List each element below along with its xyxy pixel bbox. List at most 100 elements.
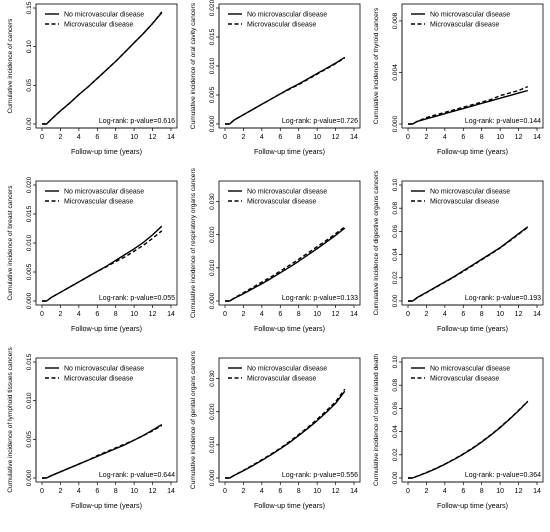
x-tick-label: 8 (297, 488, 301, 495)
legend-label-microvascular: Microvascular disease (247, 199, 316, 206)
y-axis-label: Cumulative incidence of cancer related d… (373, 354, 380, 486)
legend-label-microvascular: Microvascular disease (64, 199, 133, 206)
series-line-microvascular (225, 226, 346, 302)
chart-panel: 0 2 4 6 8 10 12 14 Follow-up time (years) 0.000 0.… (0, 176, 183, 354)
log-rank-annotation: Log-rank: p-value=0.133 (282, 295, 358, 302)
chart-panel: 0 2 4 6 8 10 12 14 Follow-up time (years) 0.000 0.… (366, 0, 549, 177)
legend-label-microvascular: Microvascular disease (247, 376, 316, 383)
chart-panel: 0 2 4 6 8 10 12 14 Follow-up time (years) 0.000 0.… (183, 350, 366, 531)
series-line-no-microvascular (225, 227, 346, 302)
y-tick-label: 0.10 (392, 178, 399, 191)
x-tick-label: 2 (424, 488, 428, 495)
x-tick-label: 14 (533, 488, 541, 495)
y-tick-label: 0.000 (209, 292, 216, 309)
x-tick-label: 14 (167, 311, 175, 318)
x-axis-label: Follow-up time (years) (437, 324, 508, 333)
x-tick-label: 12 (332, 134, 340, 141)
x-tick-label: 2 (424, 134, 428, 141)
log-rank-annotation: Log-rank: p-value=0.144 (465, 118, 541, 125)
x-axis-label: Follow-up time (years) (437, 501, 508, 510)
series-line-microvascular (42, 11, 163, 125)
y-tick-label: 0.015 (26, 353, 33, 370)
x-tick-label: 12 (149, 311, 157, 318)
x-tick-label: 2 (241, 311, 245, 318)
y-tick-label: 0.02 (392, 271, 399, 284)
chart-svg: 0 2 4 6 8 10 12 14 Follow-up time (years) 0.000 0.… (373, 3, 544, 156)
y-tick-label: 0.015 (26, 205, 33, 222)
series-line-no-microvascular (42, 12, 163, 125)
x-tick-label: 8 (480, 134, 484, 141)
x-tick-label: 2 (58, 134, 62, 141)
x-tick-label: 14 (533, 134, 541, 141)
log-rank-annotation: Log-rank: p-value=0.644 (99, 472, 175, 479)
series-line-no-microvascular (42, 424, 163, 479)
x-tick-label: 2 (241, 134, 245, 141)
y-tick-label: 0.08 (392, 378, 399, 391)
x-tick-label: 12 (515, 311, 523, 318)
chart-svg: 0 2 4 6 8 10 12 14 Follow-up time (years) 0.000 0.… (7, 347, 178, 510)
y-tick-label: 0.010 (209, 436, 216, 453)
legend-label-no-microvascular: No microvascular disease (64, 12, 144, 19)
y-tick-label: 0.020 (209, 0, 216, 16)
x-tick-label: 2 (58, 488, 62, 495)
x-tick-label: 8 (114, 134, 118, 141)
y-tick-label: 0.04 (392, 425, 399, 438)
x-tick-label: 6 (461, 311, 465, 318)
x-axis-label: Follow-up time (years) (71, 501, 142, 510)
series-line-no-microvascular (225, 390, 346, 479)
x-tick-label: 12 (515, 134, 523, 141)
y-tick-label: 0.005 (26, 263, 33, 280)
x-tick-label: 0 (406, 488, 410, 495)
legend-label-no-microvascular: No microvascular disease (64, 366, 144, 373)
x-tick-label: 10 (313, 488, 321, 495)
series-line-microvascular (42, 424, 163, 479)
y-tick-label: 0.010 (209, 57, 216, 74)
chart-svg: 0 2 4 6 8 10 12 14 Follow-up time (years) 0.00 0.0… (373, 354, 544, 510)
y-tick-label: 0.00 (392, 294, 399, 307)
chart-svg: 0 2 4 6 8 10 12 14 Follow-up time (years) 0.000 0.… (190, 350, 361, 510)
y-axis-label: Cumulative incidence of thyroid cancers (373, 7, 380, 124)
series-line-no-microvascular (408, 226, 529, 302)
chart-panel: 0 2 4 6 8 10 12 14 Follow-up time (years) 0.000 0.… (183, 0, 366, 177)
series-line-no-microvascular (225, 56, 346, 125)
series-line-microvascular (225, 57, 346, 125)
series-line-microvascular (225, 388, 346, 479)
y-tick-label: 0.00 (392, 471, 399, 484)
x-tick-label: 2 (58, 311, 62, 318)
chart-panel: 0 2 4 6 8 10 12 14 Follow-up time (years) 0.00 0.0… (366, 170, 549, 354)
x-tick-label: 10 (130, 311, 138, 318)
legend-label-microvascular: Microvascular disease (430, 22, 499, 29)
x-tick-label: 0 (406, 134, 410, 141)
legend-label-no-microvascular: No microvascular disease (430, 12, 510, 19)
x-tick-label: 8 (297, 311, 301, 318)
x-tick-label: 4 (443, 311, 447, 318)
x-tick-label: 4 (260, 488, 264, 495)
y-axis-label: Cumulative incidence of breast cancers (7, 185, 14, 301)
series-line-microvascular (408, 85, 529, 125)
x-tick-label: 4 (443, 134, 447, 141)
x-tick-label: 8 (480, 311, 484, 318)
x-tick-label: 4 (77, 134, 81, 141)
y-tick-label: 0.000 (26, 469, 33, 486)
y-tick-label: 0.00 (26, 117, 33, 130)
y-tick-label: 0.05 (26, 79, 33, 92)
log-rank-annotation: Log-rank: p-value=0.364 (465, 472, 541, 479)
x-tick-label: 12 (149, 134, 157, 141)
series-line-no-microvascular (408, 400, 529, 479)
legend-label-no-microvascular: No microvascular disease (247, 366, 327, 373)
x-tick-label: 10 (496, 311, 504, 318)
x-tick-label: 14 (350, 311, 358, 318)
x-axis-label: Follow-up time (years) (254, 324, 325, 333)
y-tick-label: 0.005 (26, 431, 33, 448)
chart-panel: 0 2 4 6 8 10 12 14 Follow-up time (years) 0.000 0.… (0, 347, 183, 531)
log-rank-annotation: Log-rank: p-value=0.726 (282, 118, 358, 125)
y-tick-label: 0.02 (392, 448, 399, 461)
x-tick-label: 4 (77, 488, 81, 495)
x-tick-label: 10 (130, 134, 138, 141)
chart-svg: 0 2 4 6 8 10 12 14 Follow-up time (years) 0.00 0.0… (7, 1, 178, 156)
y-axis-label: Cumulative incidence of digestive organs… (373, 170, 380, 315)
y-tick-label: 0.030 (209, 193, 216, 210)
chart-svg: 0 2 4 6 8 10 12 14 Follow-up time (years) 0.00 0.0… (373, 170, 544, 333)
x-tick-label: 6 (95, 488, 99, 495)
